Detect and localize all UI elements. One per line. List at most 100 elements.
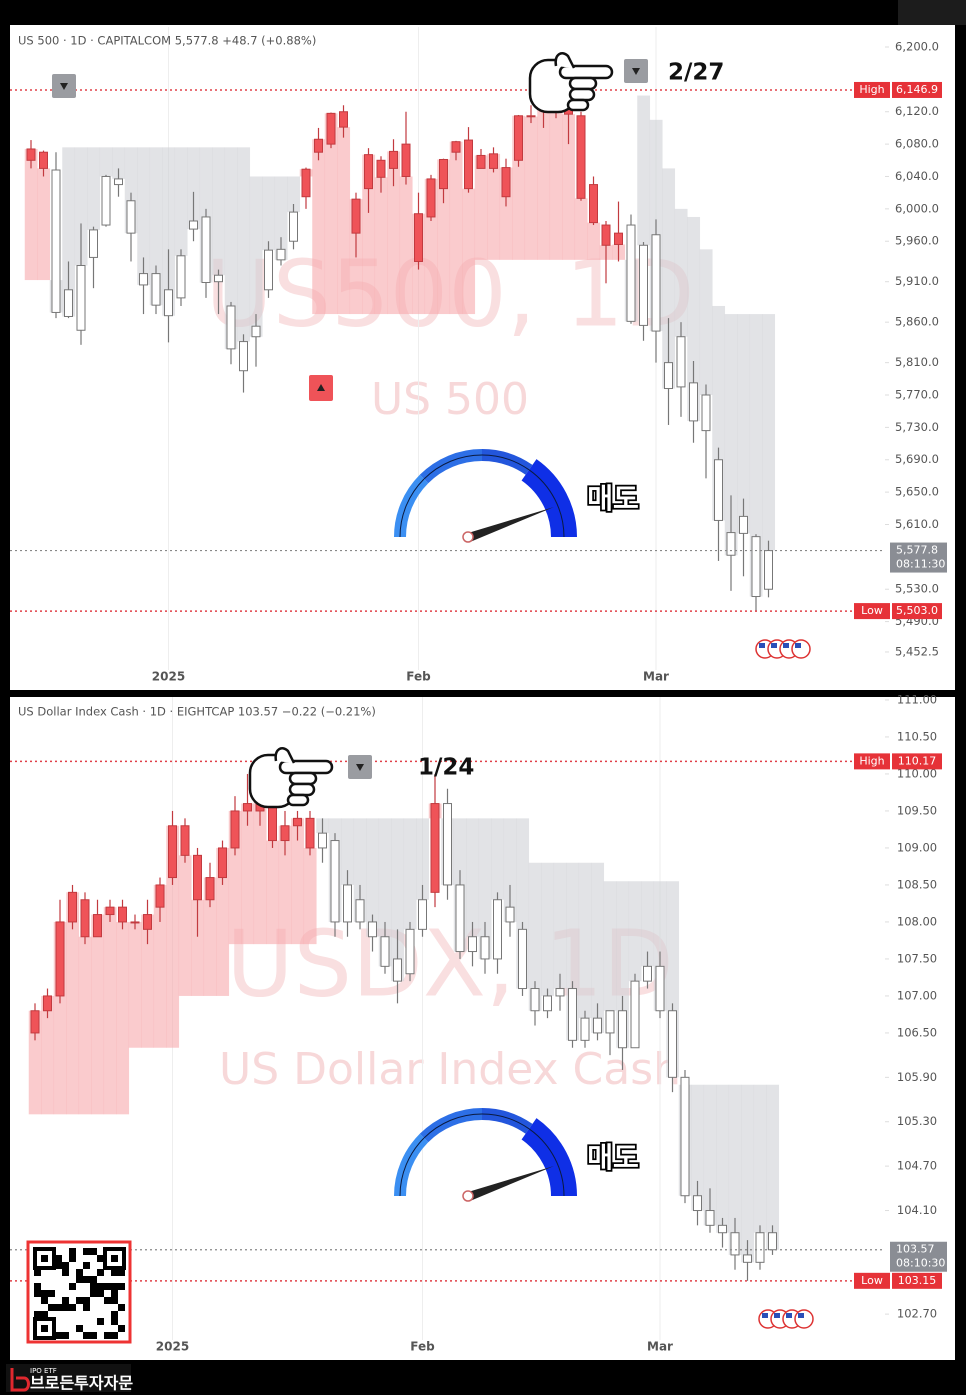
y-tick-label: 5,810.0 [895, 355, 939, 369]
low-tag-bg [854, 1272, 890, 1289]
trend-band [278, 825, 292, 945]
flag-icon-canton [759, 643, 765, 648]
trend-band [291, 818, 305, 945]
trend-band [578, 862, 592, 1019]
trend-band [266, 840, 280, 945]
low-tag-label: Low [861, 604, 883, 617]
candle-body [239, 341, 248, 372]
trend-band [462, 188, 476, 315]
candle-body [405, 928, 415, 975]
gauge-outline [423, 454, 483, 480]
candle-body [489, 153, 498, 169]
flag-icon-canton [795, 643, 801, 648]
candle-body [430, 803, 440, 893]
panel-us500 [10, 25, 955, 690]
y-tick-label: 5,910.0 [895, 274, 939, 288]
qr-finder-dot [41, 1325, 48, 1332]
low-tag-value-bg [892, 1272, 942, 1289]
candle-body [401, 143, 411, 177]
low-tag-value: 5,503.0 [896, 604, 938, 617]
candle-body [693, 1195, 702, 1212]
candle-body [439, 158, 448, 190]
trend-band [303, 847, 317, 945]
candle-body [30, 1010, 40, 1034]
trend-band [237, 147, 251, 342]
flag-icon-canton [774, 1313, 780, 1318]
gauge-outline [399, 478, 425, 538]
trend-band [149, 147, 163, 306]
trend-band [466, 818, 480, 937]
annotation: 1/24 [418, 755, 474, 781]
high-tag-value-bg [892, 81, 942, 98]
trend-band [703, 1084, 717, 1226]
candle-body [589, 184, 598, 224]
trend-band [362, 154, 376, 315]
candle-body [168, 825, 177, 879]
trend-band [416, 818, 430, 900]
chart-title: US Dollar Index Cash · 1D · EIGHTCAP 103… [18, 705, 376, 719]
candle-body [276, 248, 286, 261]
qr-code [26, 1240, 132, 1344]
candle-body [701, 394, 711, 432]
trend-band [603, 881, 617, 1011]
candle-body [55, 921, 65, 997]
hand-finger [288, 771, 318, 786]
y-tick-label: 5,650.0 [895, 485, 939, 499]
candle-body [543, 995, 552, 1012]
trend-band [637, 95, 651, 246]
pointing-hand [528, 52, 614, 114]
trend-band [241, 803, 255, 945]
y-tick-label: 6,120.0 [895, 104, 939, 118]
trend-band [491, 818, 505, 900]
y-tick-label: 104.70 [897, 1159, 937, 1173]
trend-band [41, 995, 55, 1115]
candle-body [155, 884, 165, 908]
trend-band [274, 176, 288, 260]
trend-band [741, 1084, 755, 1263]
candle-body [739, 515, 748, 534]
trend-band [366, 818, 380, 937]
trend-band [387, 151, 401, 315]
trend-band [562, 114, 576, 260]
candle-body [501, 167, 511, 198]
trend-band [249, 176, 263, 337]
candle-body [105, 906, 115, 916]
candle-body [714, 459, 723, 521]
candle-body [618, 1010, 627, 1049]
candle-body [189, 220, 198, 230]
trend-band [87, 147, 101, 230]
y-tick-label: 5,730.0 [895, 420, 939, 434]
candle-body [89, 229, 98, 258]
high-tag-value-bg [892, 753, 942, 770]
candle-body [301, 168, 311, 198]
gauge-hub [462, 531, 474, 543]
candle-body [380, 936, 390, 967]
trend-band [112, 147, 126, 179]
y-tick-label: 108.50 [897, 877, 937, 891]
hand-finger [568, 87, 596, 102]
candle-body [505, 906, 515, 923]
candle-body [455, 884, 465, 953]
y-tick-label: 105.90 [897, 1070, 937, 1084]
logo-mark [10, 1368, 30, 1392]
candle-body [764, 550, 773, 590]
candle-body [364, 154, 373, 190]
pointing-hand [248, 747, 334, 809]
candle-body [80, 899, 90, 938]
candle-body [143, 914, 152, 930]
trend-band [691, 1084, 705, 1211]
trend-band [66, 892, 80, 1115]
last-price-tag [890, 542, 947, 573]
candle-body [26, 148, 36, 161]
gauge-needle [468, 507, 554, 542]
high-tag-value: 6,146.9 [896, 83, 938, 96]
trend-band [224, 147, 238, 349]
flag-icon [791, 639, 811, 659]
trend-band [137, 147, 151, 285]
trend-band [674, 208, 688, 337]
candle-body [518, 928, 527, 990]
candle-body [426, 178, 436, 218]
trend-band [753, 1084, 767, 1233]
candle-body [468, 936, 477, 953]
